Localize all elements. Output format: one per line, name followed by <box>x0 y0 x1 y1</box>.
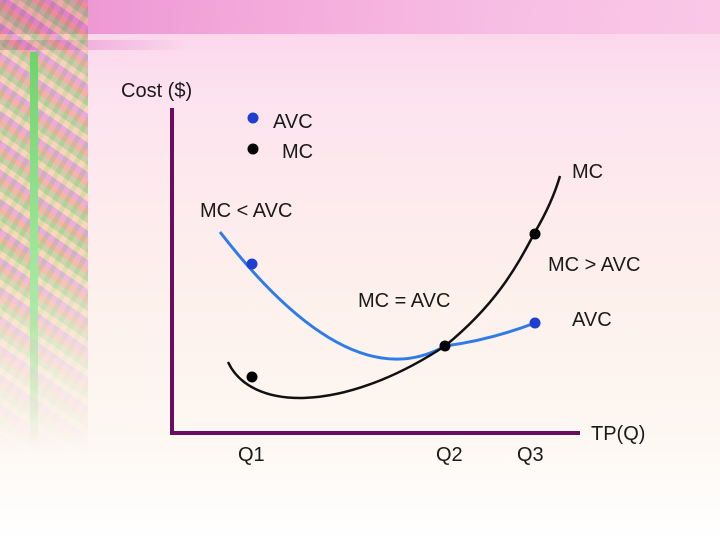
avc-point-q3 <box>529 317 541 329</box>
y-axis-label: Cost ($) <box>121 80 193 102</box>
x-tick-q1: Q1 <box>238 444 265 466</box>
legend-avc-label: AVC <box>273 111 313 133</box>
decorative-side-strip <box>0 0 88 455</box>
x-tick-q3: Q3 <box>517 444 544 466</box>
avc-curve <box>218 231 536 361</box>
x-axis-label: TP(Q) <box>591 423 646 445</box>
intersection-point-q2 <box>439 340 451 352</box>
decorative-green-bar <box>30 52 38 447</box>
mc-point-q1 <box>246 371 258 383</box>
mc-point-q3 <box>529 228 541 240</box>
annotation-mc-greater-avc: MC > AVC <box>548 254 641 276</box>
x-tick-q2: Q2 <box>436 444 463 466</box>
legend-mc-dot <box>247 143 259 155</box>
legend-mc-label: MC <box>282 141 314 163</box>
decorative-underline <box>0 40 190 50</box>
avc-point-q1 <box>246 258 258 270</box>
top-decorative-band <box>0 0 720 34</box>
legend-avc-dot <box>247 112 259 124</box>
annotation-mc-equal-avc: MC = AVC <box>358 290 451 312</box>
avc-curve-label: AVC <box>572 309 612 331</box>
annotation-mc-less-avc: MC < AVC <box>200 200 293 222</box>
mc-curve <box>226 175 562 400</box>
mc-curve-label: MC <box>572 161 604 183</box>
